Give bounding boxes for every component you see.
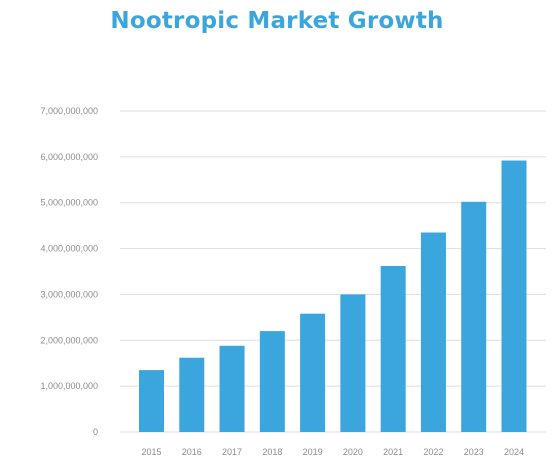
y-tick-label: 6,000,000,000 [40,152,98,162]
x-tick-label: 2017 [222,447,242,457]
y-tick-label: 2,000,000,000 [40,335,98,345]
bar [461,201,487,432]
x-tick-label: 2023 [464,447,484,457]
bar [300,313,326,432]
bar [340,294,366,432]
x-tick-label: 2019 [303,447,323,457]
y-tick-label: 4,000,000,000 [40,244,98,254]
x-tick-label: 2018 [262,447,282,457]
x-tick-label: 2015 [141,447,161,457]
x-tick-label: 2021 [383,447,403,457]
y-axis-tick-labels: 0 1,000,000,000 2,000,000,000 3,000,000,000… [40,106,98,437]
chart-title: Nootropic Market Growth [110,8,444,34]
x-axis-tick-labels: 2015 2016 2017 2018 2019 2020 2021 2022 2023 2024 [141,447,524,457]
bar [179,357,205,432]
x-tick-label: 2016 [182,447,202,457]
y-tick-label: 1,000,000,000 [40,381,98,391]
bar [219,345,245,432]
bar [380,265,406,432]
y-tick-label: 0 [93,427,98,437]
y-tick-label: 3,000,000,000 [40,289,98,299]
y-tick-label: 7,000,000,000 [40,106,98,116]
bars [139,160,527,433]
y-tick-label: 5,000,000,000 [40,198,98,208]
bar [259,331,285,432]
x-tick-label: 2022 [423,447,443,457]
bar [139,370,164,432]
bar [420,232,446,432]
x-tick-label: 2024 [504,447,524,457]
x-tick-label: 2020 [343,447,363,457]
bar [501,160,527,433]
